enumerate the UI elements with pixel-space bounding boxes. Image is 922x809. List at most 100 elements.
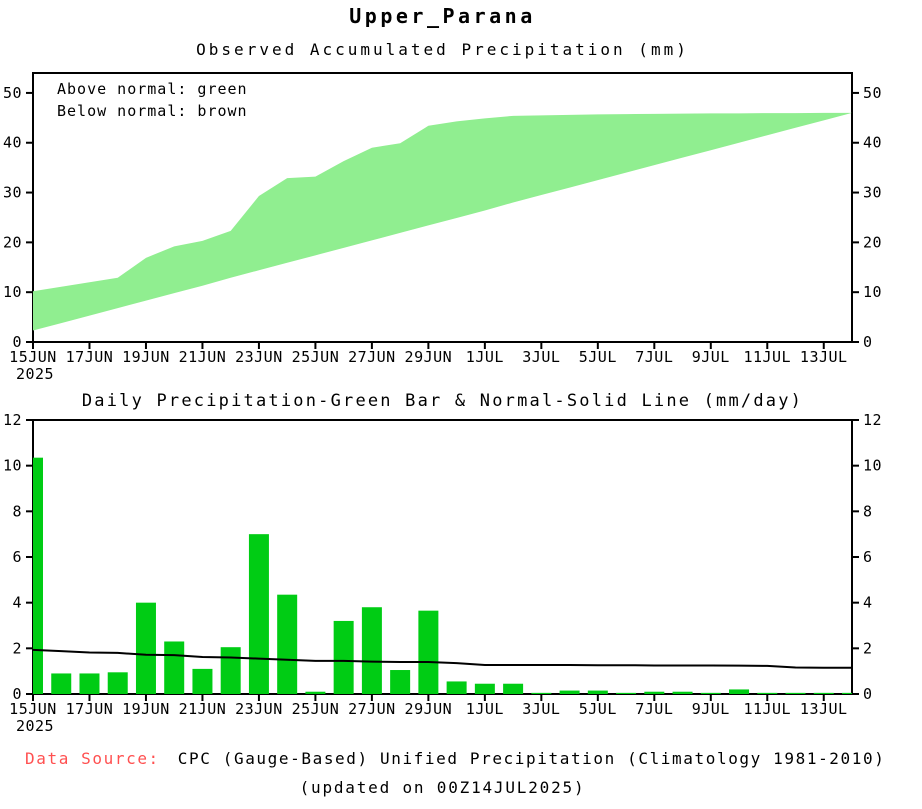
daily-precip-bar — [192, 668, 213, 694]
daily-precip-bar — [418, 610, 439, 694]
y-tick-label: 10 — [863, 283, 882, 301]
daily-chart-title: Daily Precipitation-Green Bar & Normal-S… — [81, 391, 804, 411]
x-tick-label: 3JUL — [522, 348, 560, 366]
x-axis-year-label: 2025 — [16, 365, 54, 383]
x-tick-label: 3JUL — [522, 700, 560, 718]
x-tick-label: 5JUL — [579, 700, 617, 718]
x-tick-label: 29JUN — [405, 700, 453, 718]
y-tick-label: 4 — [12, 594, 22, 612]
y-tick-label: 40 — [3, 134, 22, 152]
y-tick-label: 30 — [3, 184, 22, 202]
daily-precip-bar — [587, 690, 608, 694]
daily-precip-bar — [700, 692, 721, 694]
daily-precip-bar — [842, 692, 852, 694]
daily-precip-bar — [446, 681, 467, 694]
y-tick-label: 8 — [863, 502, 873, 520]
data-source-label: Data Source: — [25, 749, 160, 768]
data-source-text: CPC (Gauge-Based) Unified Precipitation … — [177, 749, 886, 768]
x-tick-label: 7JUL — [635, 348, 673, 366]
daily-precip-bar — [33, 457, 43, 694]
legend-text: Below normal: brown — [57, 102, 248, 120]
x-tick-label: 13JUL — [800, 348, 848, 366]
observed-above-normal-band — [33, 112, 852, 331]
daily-precip-bar — [277, 594, 298, 694]
y-tick-label: 50 — [3, 84, 22, 102]
chart-frame — [32, 72, 853, 343]
y-tick-label: 2 — [863, 639, 873, 657]
daily-precip-bar — [757, 692, 778, 694]
daily-precip-bar — [79, 673, 100, 694]
daily-precip-bar — [559, 690, 580, 694]
y-tick-label: 0 — [863, 685, 873, 703]
data-source-line: Data Source: CPC (Gauge-Based) Unified Pr… — [25, 749, 885, 768]
y-tick-label: 0 — [12, 333, 22, 351]
x-tick-label: 1JUL — [466, 348, 504, 366]
daily-precip-bar — [135, 602, 156, 694]
y-tick-label: 50 — [863, 84, 882, 102]
daily-precip-bar — [164, 641, 185, 694]
y-tick-label: 0 — [12, 685, 22, 703]
y-tick-label: 20 — [863, 233, 882, 251]
x-tick-label: 21JUN — [179, 700, 227, 718]
y-tick-label: 8 — [12, 502, 22, 520]
daily-precip-bar — [305, 691, 326, 694]
x-tick-label: 23JUN — [235, 348, 283, 366]
y-tick-label: 12 — [863, 411, 882, 429]
x-tick-label: 19JUN — [122, 348, 170, 366]
normal-precip-line — [32, 648, 852, 669]
x-tick-label: 17JUN — [66, 348, 114, 366]
daily-precip-bar — [813, 692, 834, 694]
daily-precip-bar — [729, 689, 750, 694]
x-tick-label: 13JUL — [800, 700, 848, 718]
daily-precip-bar — [616, 692, 637, 694]
x-axis-year-label: 2025 — [16, 717, 54, 735]
y-tick-label: 6 — [12, 548, 22, 566]
accumulated-chart-title: Observed Accumulated Precipitation (mm) — [196, 40, 689, 59]
daily-precip-bar — [220, 647, 241, 694]
x-tick-label: 29JUN — [405, 348, 453, 366]
daily-precip-bar — [785, 692, 806, 694]
x-tick-label: 9JUL — [692, 700, 730, 718]
x-tick-label: 17JUN — [66, 700, 114, 718]
page-title: Upper_Parana — [349, 4, 536, 28]
daily-precip-bar — [474, 683, 495, 694]
x-tick-label: 11JUL — [743, 348, 791, 366]
x-tick-label: 11JUL — [743, 700, 791, 718]
y-tick-label: 0 — [863, 333, 873, 351]
x-tick-label: 1JUL — [466, 700, 504, 718]
daily-precip-bar — [107, 672, 128, 694]
y-tick-label: 40 — [863, 134, 882, 152]
x-tick-label: 5JUL — [579, 348, 617, 366]
daily-precip-bar — [672, 691, 693, 694]
y-tick-label: 4 — [863, 594, 873, 612]
daily-precip-bar — [644, 691, 665, 694]
daily-precip-bar — [531, 692, 552, 694]
x-tick-label: 27JUN — [348, 348, 396, 366]
y-tick-label: 10 — [3, 457, 22, 475]
daily-bars-group — [33, 457, 852, 694]
x-tick-label: 27JUN — [348, 700, 396, 718]
y-tick-label: 30 — [863, 184, 882, 202]
x-tick-label: 25JUN — [292, 348, 340, 366]
x-tick-label: 7JUL — [635, 700, 673, 718]
y-tick-label: 10 — [3, 283, 22, 301]
daily-precip-bar — [51, 673, 72, 694]
x-tick-label: 15JUN — [9, 348, 57, 366]
updated-line: (updated on 00Z14JUL2025) — [299, 778, 586, 797]
legend-text: Above normal: green — [57, 80, 248, 98]
y-tick-label: 10 — [863, 457, 882, 475]
x-tick-label: 9JUL — [692, 348, 730, 366]
x-tick-label: 21JUN — [179, 348, 227, 366]
y-tick-label: 6 — [863, 548, 873, 566]
y-tick-label: 2 — [12, 639, 22, 657]
x-tick-label: 23JUN — [235, 700, 283, 718]
x-tick-label: 25JUN — [292, 700, 340, 718]
daily-precip-bar — [248, 534, 269, 694]
y-tick-label: 20 — [3, 233, 22, 251]
daily-precip-bar — [503, 683, 524, 694]
x-tick-label: 15JUN — [9, 700, 57, 718]
daily-precip-bar — [390, 670, 411, 694]
y-tick-label: 12 — [3, 411, 22, 429]
